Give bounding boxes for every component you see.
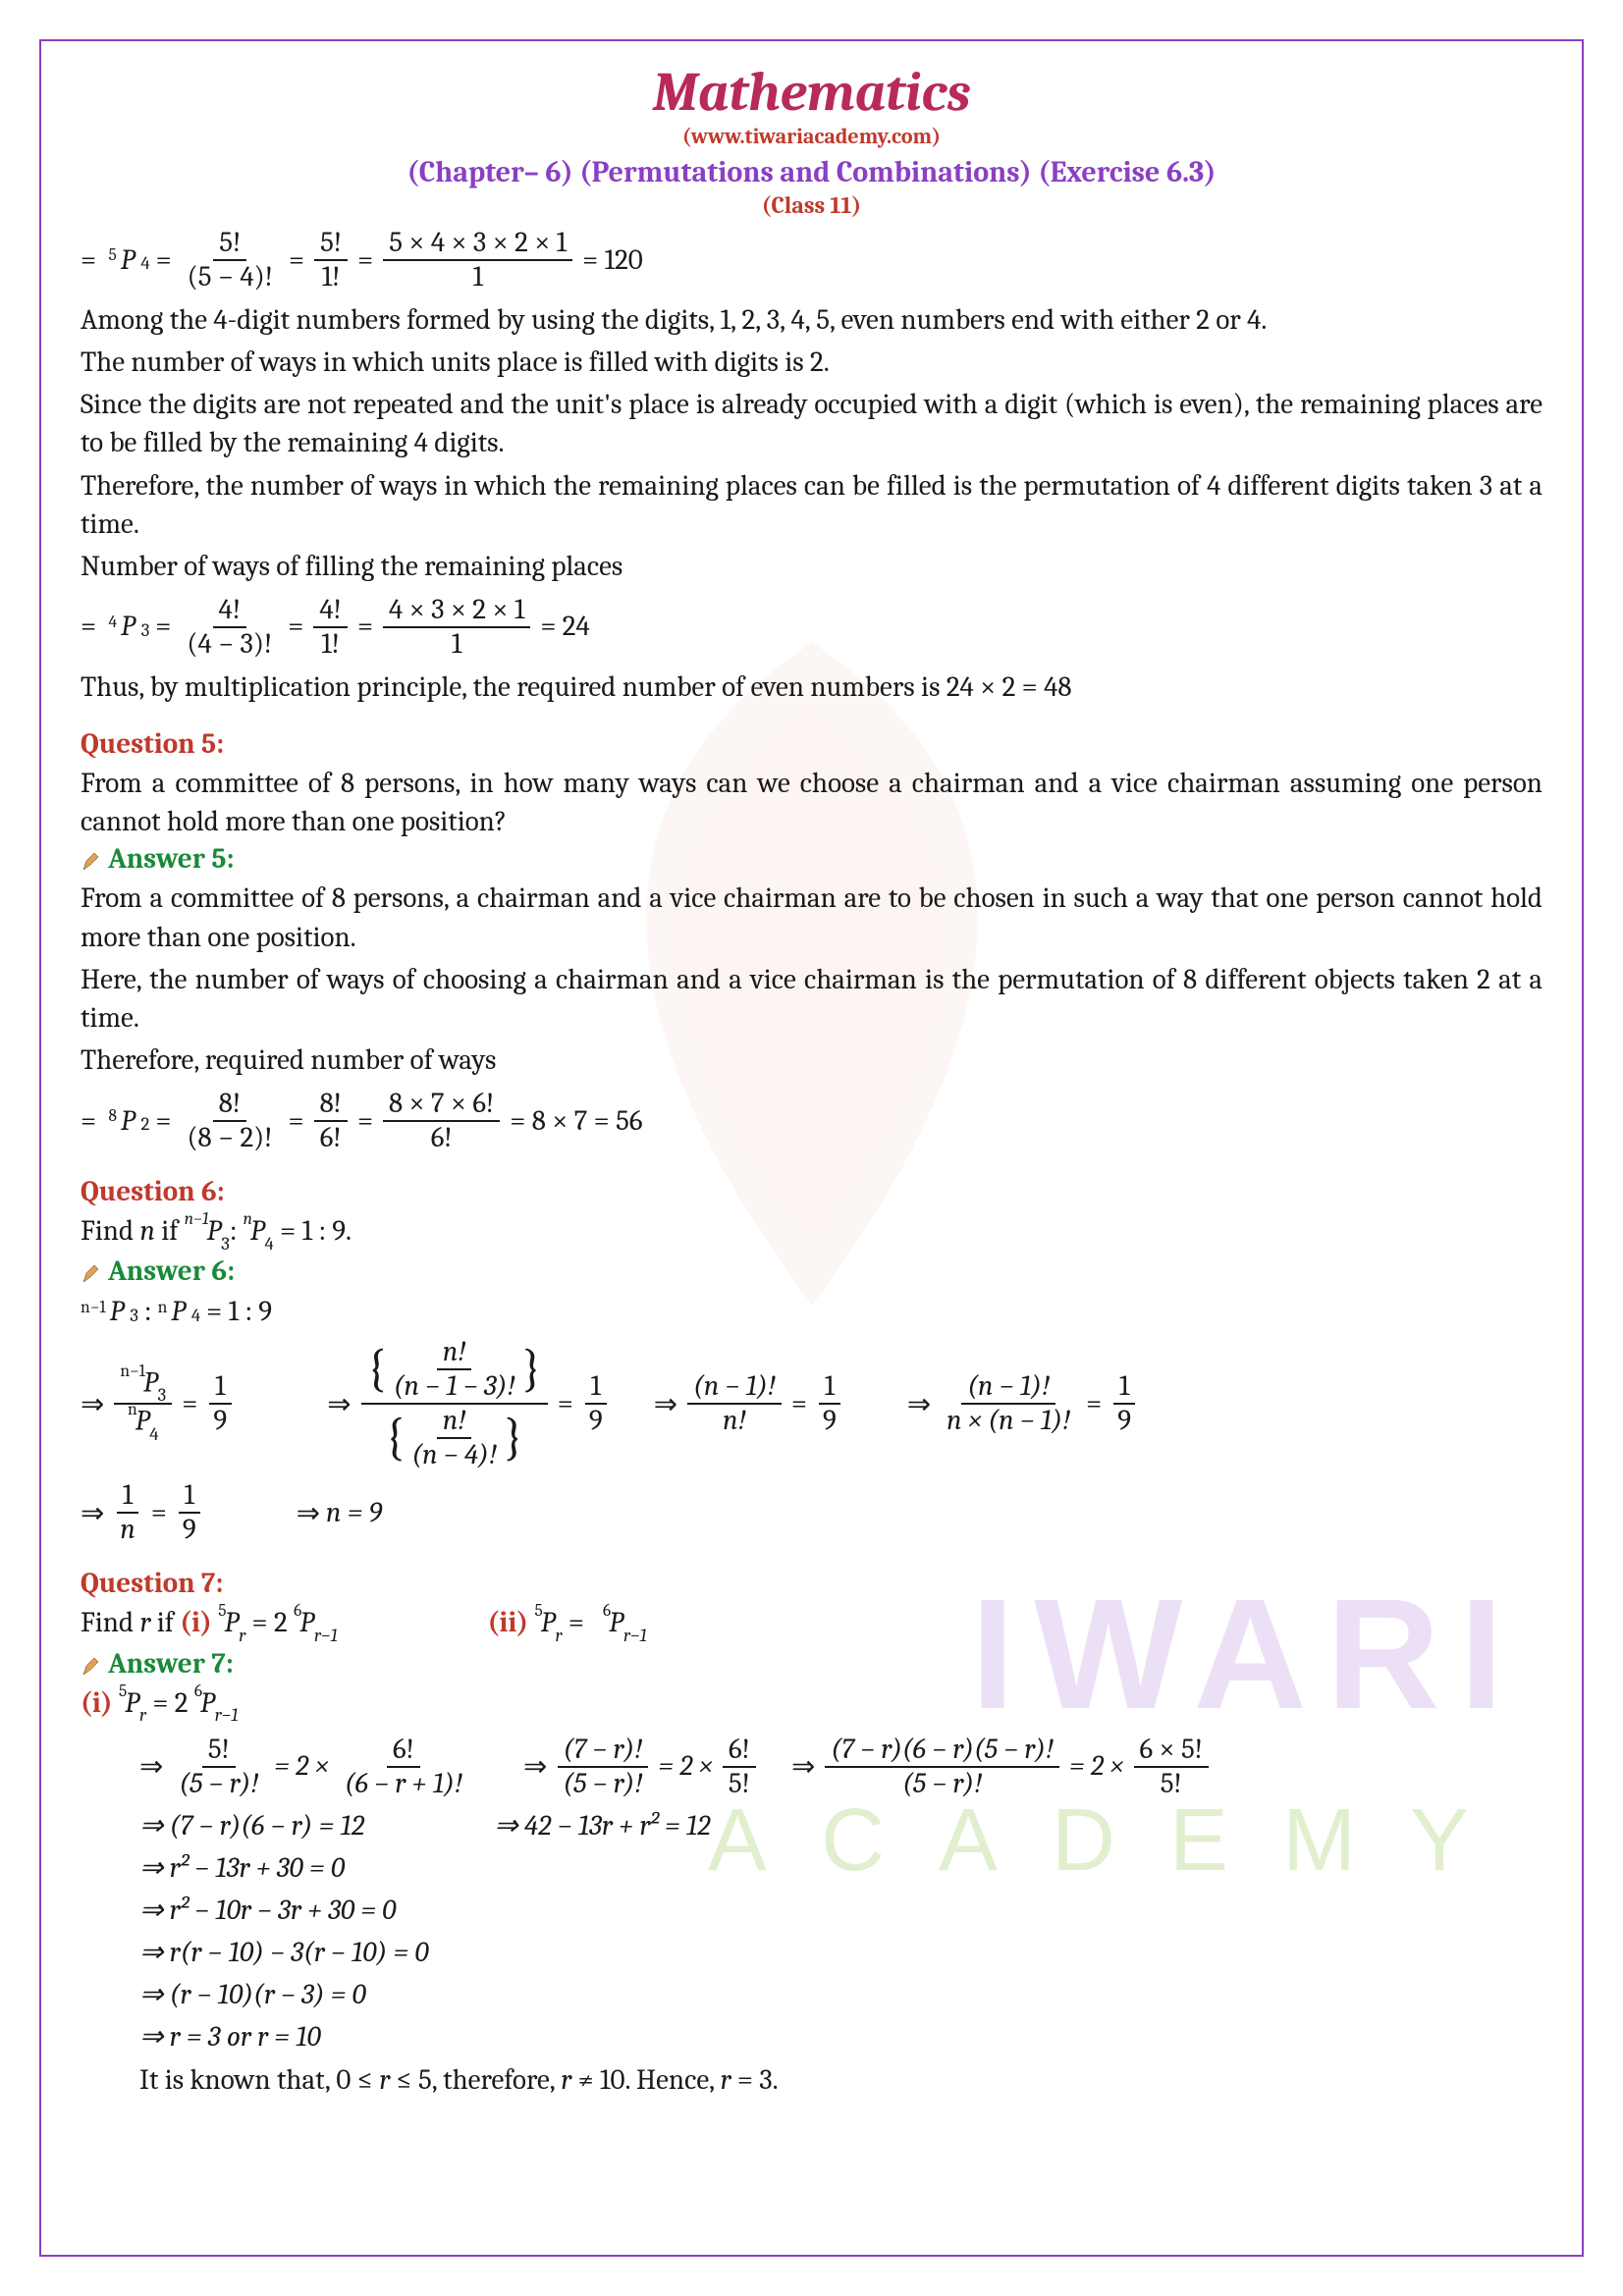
- page-title: Mathematics: [81, 61, 1542, 124]
- q7-s6: ⇒ r = 3 or r = 10: [81, 2019, 1542, 2054]
- q5-a3: Therefore, required number of ways: [81, 1041, 1542, 1080]
- q7-label: Question 7:: [81, 1568, 1542, 1600]
- q7-answer-label: Answer 7:: [81, 1648, 1542, 1681]
- class-line: (Class 11): [81, 191, 1542, 219]
- q6-label: Question 6:: [81, 1176, 1542, 1208]
- chapter-line: (Chapter– 6) (Permutations and Combinati…: [81, 155, 1542, 189]
- pencil-icon: [81, 1654, 104, 1678]
- q4-equation-1: = 5P4 = 5!(5 − 4)! = 5!1! = 5 × 4 × 3 × …: [81, 227, 1542, 294]
- pencil-icon: [81, 1261, 104, 1285]
- q7-final: It is known that, 0 ≤ r ≤ 5, therefore, …: [81, 2061, 1542, 2100]
- q5-answer-label: Answer 5:: [81, 843, 1542, 876]
- q7-s3: ⇒ r² − 10r − 3r + 30 = 0: [81, 1893, 1542, 1927]
- q5-text: From a committee of 8 persons, in how ma…: [81, 765, 1542, 841]
- q6-text: Find n if n−1P3: nP4 = 1 : 9.: [81, 1212, 1542, 1254]
- q5-a2: Here, the number of ways of choosing a c…: [81, 961, 1542, 1038]
- website-line: (www.tiwariacademy.com): [81, 124, 1542, 149]
- content-container: Mathematics (www.tiwariacademy.com) (Cha…: [81, 61, 1542, 2100]
- q7-s4: ⇒ r(r − 10) − 3(r − 10) = 0: [81, 1935, 1542, 1969]
- q4-p2: The number of ways in which units place …: [81, 344, 1542, 382]
- q7-s1: ⇒ (7 − r)(6 − r) = 12⇒ 42 − 13r + r² = 1…: [81, 1808, 1542, 1842]
- q7-text: Find r if (i) 5Pr = 2 6Pr−1 (ii) 5Pr = 6…: [81, 1604, 1542, 1645]
- q7-s5: ⇒ (r − 10)(r − 3) = 0: [81, 1977, 1542, 2011]
- q7-line1: ⇒ 5!(5 − r)! = 2 × 6!(6 − r + 1)! ⇒ (7 −…: [81, 1734, 1542, 1800]
- q4-p3: Since the digits are not repeated and th…: [81, 386, 1542, 462]
- q6-line3: ⇒ 1n = 19 ⇒ n = 9: [81, 1479, 1542, 1546]
- q6-line2: ⇒ n−1P3 nP4 = 19 ⇒ n!(n − 1 − 3)! n!(n −…: [81, 1336, 1542, 1471]
- q6-answer-label: Answer 6:: [81, 1255, 1542, 1288]
- q4-p4: Therefore, the number of ways in which t…: [81, 467, 1542, 544]
- q5-label: Question 5:: [81, 728, 1542, 761]
- q4-equation-2: = 4P3 = 4!(4 − 3)! = 4!1! = 4 × 3 × 2 × …: [81, 594, 1542, 661]
- q5-a1: From a committee of 8 persons, a chairma…: [81, 880, 1542, 956]
- q7-s2: ⇒ r² − 13r + 30 = 0: [81, 1850, 1542, 1885]
- q5-equation: = 8P2 = 8!(8 − 2)! = 8!6! = 8 × 7 × 6!6!…: [81, 1088, 1542, 1154]
- q7-part-i-start: (i) 5Pr = 2 6Pr−1: [81, 1684, 1542, 1726]
- pencil-icon: [81, 849, 104, 873]
- q6-line1: n−1P3: nP4 = 1 : 9: [81, 1296, 1542, 1328]
- page-frame: IWARI ACADEMY Mathematics (www.tiwariaca…: [39, 39, 1584, 2257]
- q4-p1: Among the 4-digit numbers formed by usin…: [81, 301, 1542, 340]
- q4-p6: Thus, by multiplication principle, the r…: [81, 668, 1542, 707]
- q4-p5: Number of ways of filling the remaining …: [81, 548, 1542, 586]
